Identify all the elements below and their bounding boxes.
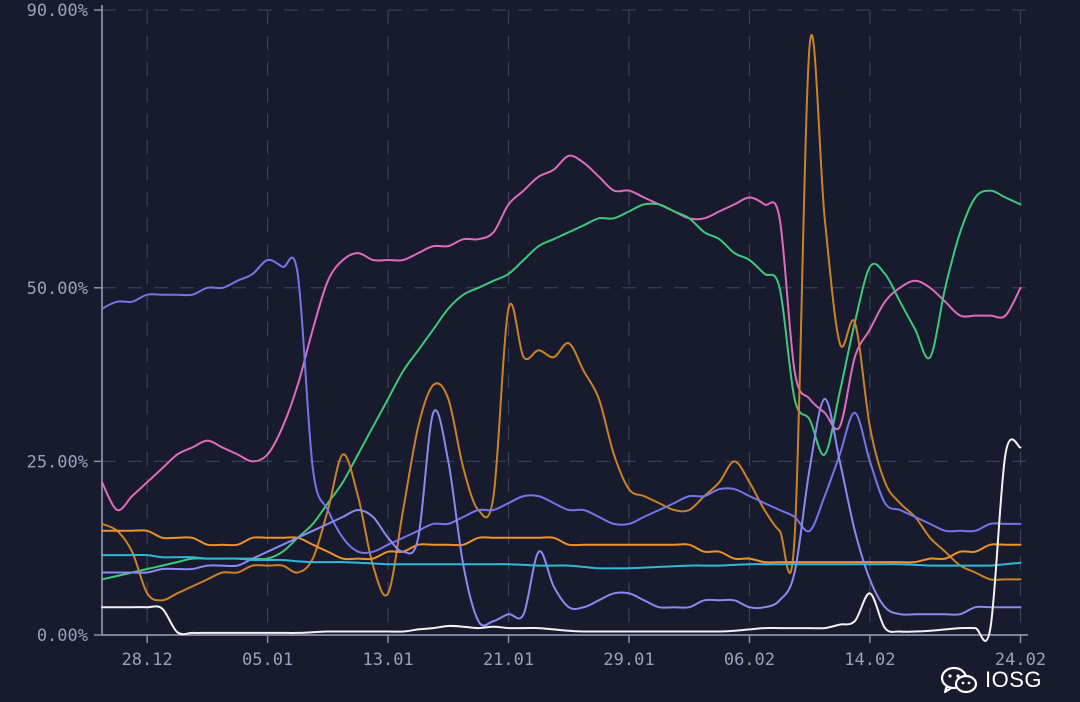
x-tick-label: 14.02 [844, 650, 895, 670]
series-line-3 [101, 33, 1022, 602]
series-line-7 [101, 553, 1022, 570]
series-line-5 [101, 256, 1022, 555]
x-tick-label: 06.02 [724, 650, 775, 670]
x-tick-label: 24.02 [995, 650, 1046, 670]
x-axis-ticks: 28.12 05.01 13.01 21.01 29.01 06.02 14.02 24.02 [122, 635, 1046, 670]
series-line-1 [101, 154, 1022, 512]
grid-lines [102, 9, 1028, 635]
y-tick-label: 50.00% [27, 279, 88, 299]
x-tick-label: 28.12 [122, 650, 173, 670]
watermark-text: IOSG [984, 667, 1042, 692]
y-axis-ticks: 0.00% 25.00% 50.00% 90.00% [27, 1, 102, 646]
y-tick-label: 25.00% [27, 452, 88, 472]
series-lines [101, 33, 1022, 642]
x-tick-label: 29.01 [603, 650, 654, 670]
y-tick-label: 0.00% [37, 626, 88, 646]
wechat-icon [940, 666, 978, 694]
series-line-4 [101, 529, 1022, 564]
axes [101, 5, 1028, 636]
x-tick-label: 13.01 [362, 650, 413, 670]
series-line-6 [101, 397, 1022, 627]
series-line-2 [101, 189, 1022, 581]
series-line-8 [101, 438, 1022, 642]
watermark: IOSG [939, 665, 1042, 695]
x-tick-label: 05.01 [242, 650, 293, 670]
y-tick-label: 90.00% [27, 1, 88, 21]
x-tick-label: 21.01 [483, 650, 534, 670]
